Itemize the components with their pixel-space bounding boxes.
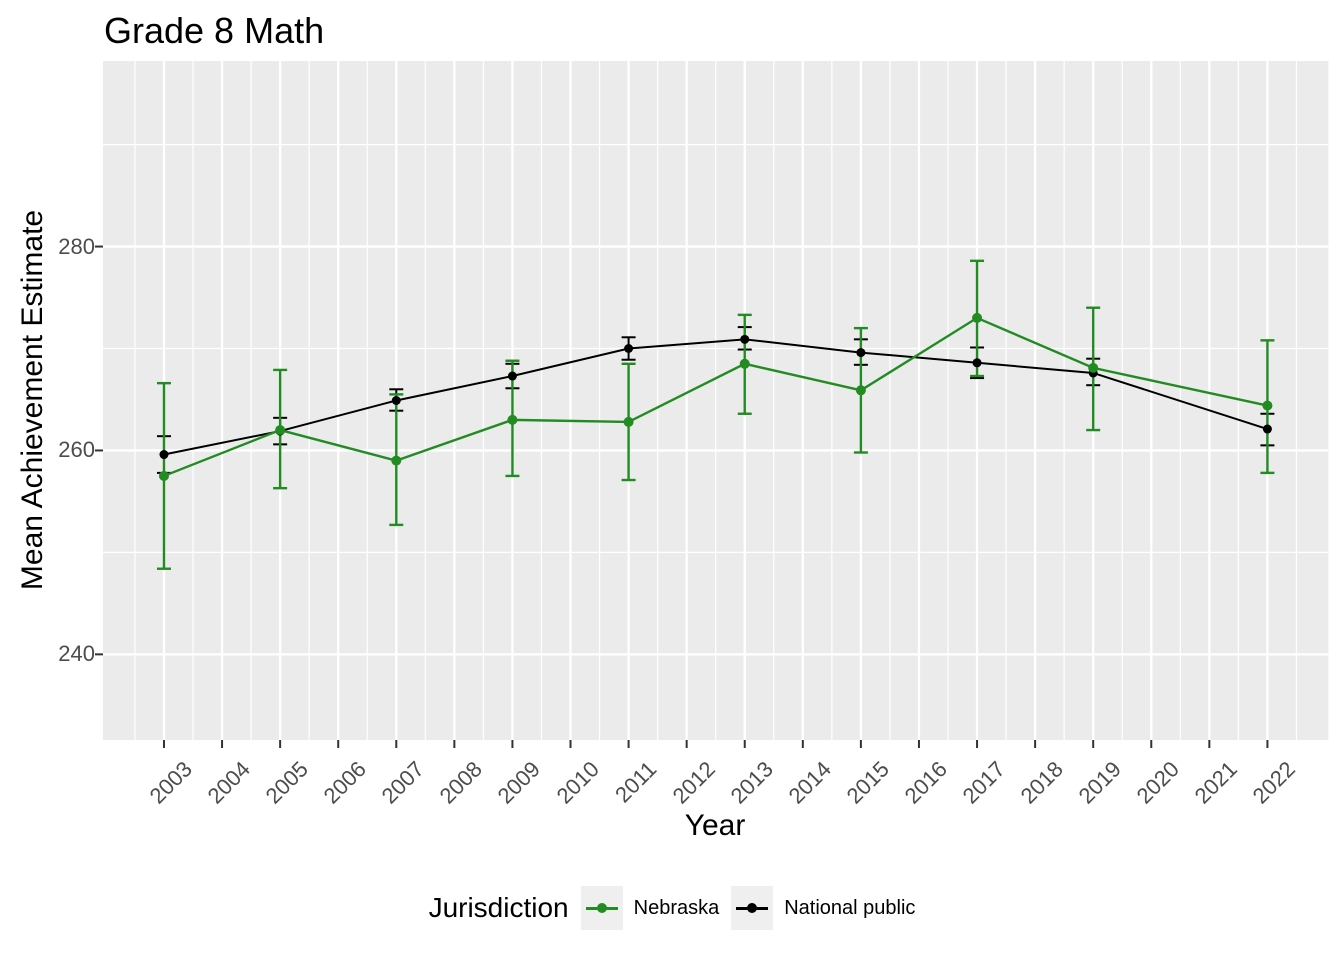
data-point <box>391 455 402 466</box>
legend-label-nebraska: Nebraska <box>633 896 720 919</box>
data-point <box>159 450 169 460</box>
legend-label-national-public: National public <box>784 896 916 919</box>
data-point <box>855 385 866 396</box>
point-swatch-icon <box>596 903 607 913</box>
legend: Jurisdiction Nebraska National public <box>0 882 1344 934</box>
legend-entry-national-public: National public <box>731 886 915 930</box>
data-point <box>624 344 634 354</box>
data-point <box>739 358 750 369</box>
data-point <box>1262 424 1272 434</box>
y-tick-label: 240 <box>58 641 95 667</box>
data-point <box>507 371 517 381</box>
data-point <box>1262 400 1273 411</box>
data-point <box>391 396 401 405</box>
data-point <box>507 414 518 425</box>
chart-title: Grade 8 Math <box>104 10 325 51</box>
data-point <box>972 358 982 368</box>
data-point <box>1088 362 1099 373</box>
y-tick-label: 260 <box>58 437 95 463</box>
y-tick-label: 280 <box>58 233 95 259</box>
data-point <box>623 416 634 427</box>
series-line-national-public <box>163 338 1268 456</box>
legend-title: Jurisdiction <box>428 892 569 923</box>
legend-key-national-public <box>731 886 774 930</box>
point-swatch-icon <box>747 903 758 913</box>
series-line-nebraska <box>163 316 1268 478</box>
x-axis-title: Year <box>684 809 746 842</box>
legend-key-nebraska <box>580 886 623 930</box>
data-point <box>856 348 866 358</box>
data-point <box>275 425 286 436</box>
data-point <box>158 470 169 481</box>
data-point <box>740 334 750 344</box>
legend-entry-nebraska: Nebraska <box>580 886 720 930</box>
data-point <box>972 312 983 323</box>
